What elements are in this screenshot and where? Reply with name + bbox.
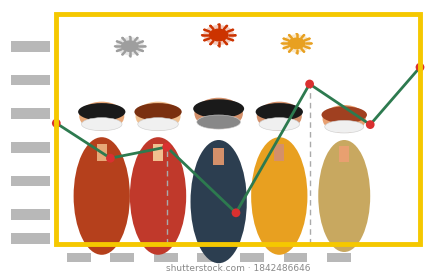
Bar [56,14,420,244]
Circle shape [282,47,285,49]
Circle shape [129,36,131,38]
Circle shape [226,25,228,27]
Bar [97,144,107,161]
Circle shape [79,102,124,131]
Bar [11,142,50,153]
Circle shape [217,45,220,46]
Bar [197,253,221,262]
Ellipse shape [130,137,186,255]
Ellipse shape [81,118,122,131]
Circle shape [295,52,298,54]
Ellipse shape [138,118,178,131]
Bar [11,233,50,244]
Bar [153,144,163,161]
Circle shape [209,43,212,45]
Circle shape [310,43,313,44]
Bar [240,253,264,262]
Circle shape [231,29,234,31]
Point [107,156,114,160]
Point [233,211,239,215]
Bar [213,148,224,165]
Circle shape [295,33,298,35]
Circle shape [116,50,118,52]
Circle shape [121,40,139,52]
Circle shape [203,25,234,45]
Ellipse shape [74,137,130,255]
Circle shape [288,38,306,49]
Ellipse shape [191,140,247,263]
Bar [11,41,50,52]
Circle shape [142,50,144,52]
Circle shape [136,54,139,55]
Circle shape [136,37,139,39]
Bar [11,108,50,119]
Circle shape [121,37,124,39]
Point [367,122,374,127]
Circle shape [288,51,291,53]
Circle shape [201,34,204,36]
Circle shape [257,102,302,131]
Bar [339,146,349,162]
Bar [67,253,91,262]
Circle shape [283,34,310,52]
Bar [11,176,50,186]
Ellipse shape [134,103,182,121]
Bar [11,209,50,220]
Circle shape [129,55,131,57]
Bar [56,14,420,244]
Circle shape [308,38,311,39]
Circle shape [231,39,234,41]
Circle shape [323,105,366,133]
Point [53,121,60,125]
Circle shape [203,29,206,31]
Bar [327,253,351,262]
Circle shape [233,34,236,36]
Circle shape [288,34,291,36]
Bar [11,75,50,85]
Circle shape [282,38,285,39]
Circle shape [116,41,118,42]
Bar [110,253,134,262]
Bar [154,253,178,262]
Ellipse shape [325,120,364,133]
Circle shape [303,51,305,53]
Ellipse shape [251,137,307,255]
Circle shape [142,41,144,42]
Ellipse shape [321,106,367,123]
Circle shape [194,98,243,129]
Circle shape [203,39,206,41]
Ellipse shape [318,140,370,252]
Circle shape [281,43,283,44]
Ellipse shape [259,118,300,131]
Ellipse shape [255,103,303,121]
Circle shape [116,37,144,55]
Point [417,65,423,69]
Point [306,82,313,86]
Bar [274,144,284,161]
Circle shape [217,24,220,25]
Circle shape [114,45,116,47]
Circle shape [121,54,124,55]
Text: shutterstock.com · 1842486646: shutterstock.com · 1842486646 [166,264,310,273]
Circle shape [226,43,228,45]
Ellipse shape [197,115,240,129]
Bar [284,253,307,262]
Circle shape [209,29,229,41]
Circle shape [303,34,305,36]
Ellipse shape [78,103,126,121]
Point [163,145,170,149]
Ellipse shape [193,99,244,118]
Circle shape [136,102,181,131]
Circle shape [308,47,311,49]
Circle shape [209,25,212,27]
Circle shape [143,45,146,47]
